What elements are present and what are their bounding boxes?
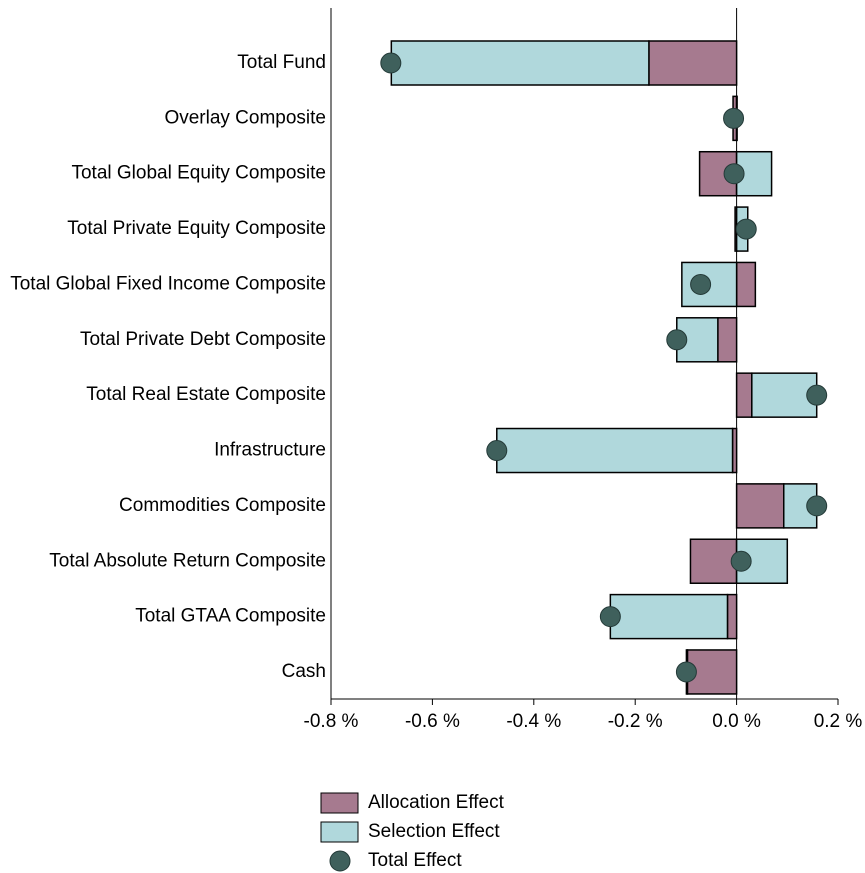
total-dot: [723, 107, 745, 129]
bar-segment: [735, 372, 753, 418]
x-tick-label: -0.2 %: [608, 711, 663, 732]
category-label: Total Global Fixed Income Composite: [10, 273, 326, 294]
bar-segment: [689, 538, 738, 584]
category-label: Total Fund: [237, 52, 326, 73]
legend-swatch: [320, 821, 359, 843]
bar-segment: [783, 483, 818, 529]
bar-segment: [717, 317, 738, 363]
category-label: Cash: [282, 661, 326, 682]
total-dot: [735, 218, 757, 240]
category-label: Total Absolute Return Composite: [49, 550, 326, 571]
category-label: Total Global Equity Composite: [71, 163, 326, 184]
bar-segment: [390, 40, 650, 86]
x-tick-label: -0.6 %: [405, 711, 460, 732]
total-dot: [730, 550, 752, 572]
category-label: Infrastructure: [214, 440, 326, 461]
category-label: Commodities Composite: [119, 495, 326, 516]
category-label: Total Real Estate Composite: [86, 384, 326, 405]
x-tick-label: 0.2 %: [814, 711, 863, 732]
legend-label: Total Effect: [368, 850, 462, 871]
bar-segment: [648, 40, 738, 86]
total-dot: [666, 329, 688, 351]
total-dot: [723, 163, 745, 185]
category-label: Total Private Equity Composite: [67, 218, 326, 239]
x-tick-label: -0.8 %: [304, 711, 359, 732]
total-dot: [380, 52, 402, 74]
total-dot: [675, 661, 697, 683]
bar-segment: [726, 593, 738, 640]
legend-marker: [329, 850, 351, 872]
total-dot: [690, 273, 712, 295]
bar-segment: [735, 261, 757, 308]
legend-swatch: [320, 792, 359, 814]
bar-segment: [609, 593, 729, 640]
category-label: Total Private Debt Composite: [80, 329, 326, 350]
total-dot: [806, 495, 828, 517]
total-dot: [806, 384, 828, 406]
legend-label: Allocation Effect: [368, 792, 505, 813]
bar-segment: [496, 427, 734, 474]
bar-segment: [735, 483, 785, 529]
legend-label: Selection Effect: [368, 821, 500, 842]
bar-segment: [751, 372, 818, 418]
category-label: Total GTAA Composite: [135, 606, 326, 627]
x-tick-label: -0.4 %: [506, 711, 561, 732]
total-dot: [486, 440, 508, 462]
category-label: Overlay Composite: [164, 107, 326, 128]
total-dot: [599, 606, 621, 628]
x-tick-label: 0.0 %: [712, 711, 761, 732]
